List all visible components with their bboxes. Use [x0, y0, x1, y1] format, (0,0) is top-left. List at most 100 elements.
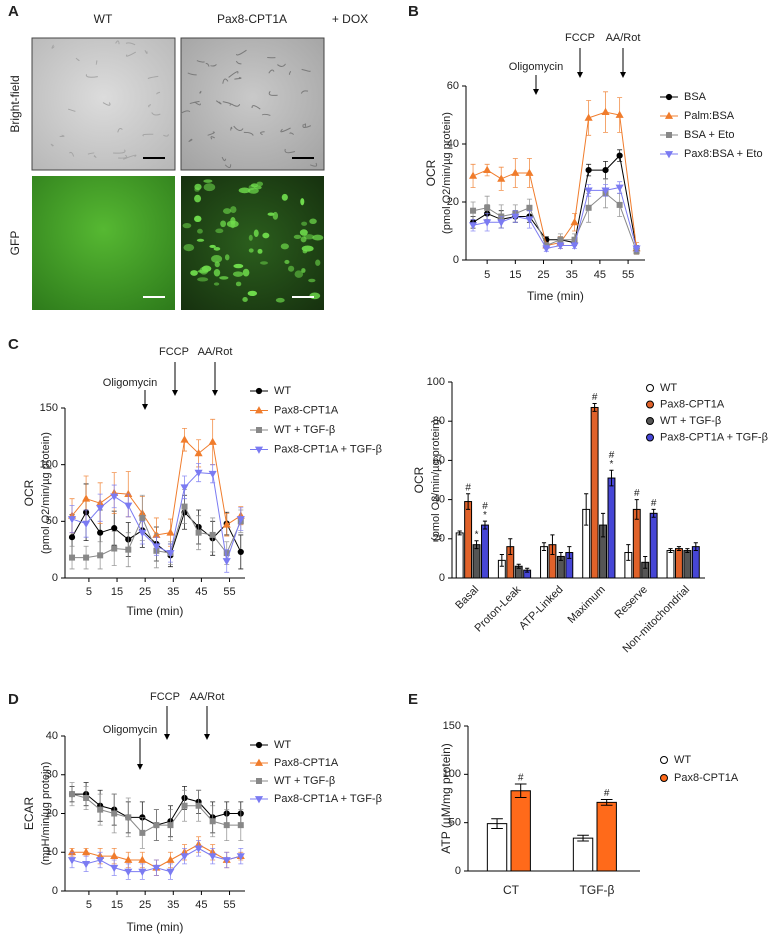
cell	[126, 51, 137, 57]
cell	[222, 101, 232, 106]
x-tick-label: 55	[622, 269, 634, 281]
marker	[615, 110, 624, 118]
legend-marker	[664, 111, 674, 119]
marker	[152, 543, 161, 551]
annotation: Oligomycin	[103, 377, 157, 389]
cell	[302, 249, 308, 254]
cell	[183, 243, 195, 252]
arrow-head	[533, 89, 539, 95]
marker	[166, 868, 175, 876]
y-axis-label: (pmol O2/min/µg protein)	[430, 419, 442, 541]
cell	[203, 179, 213, 183]
marker	[222, 520, 231, 528]
y-axis-label: OCR	[424, 159, 438, 186]
y-tick-label: 20	[447, 196, 459, 208]
significance-mark: #	[482, 501, 488, 512]
panel-letter: E	[408, 691, 418, 708]
cell	[257, 248, 263, 254]
annotation: Oligomycin	[103, 724, 157, 736]
y-tick-label: 50	[449, 817, 461, 829]
cell	[230, 126, 233, 131]
annotation: FCCP	[565, 32, 595, 44]
bar	[607, 477, 616, 579]
marker	[525, 216, 534, 224]
cell	[194, 187, 200, 192]
cell	[180, 110, 191, 114]
y-tick-label: 100	[427, 376, 445, 388]
legend-marker	[255, 741, 263, 749]
cell	[197, 228, 203, 234]
marker	[542, 245, 551, 253]
cell	[219, 276, 229, 280]
x-tick-label: 35	[167, 586, 179, 598]
marker	[181, 802, 188, 809]
error-bar	[592, 403, 597, 412]
micrograph	[31, 37, 176, 171]
cell	[209, 244, 216, 248]
cell	[194, 194, 202, 203]
cell	[188, 138, 193, 142]
marker	[110, 864, 119, 873]
error-bar	[643, 555, 648, 569]
bar	[540, 546, 548, 579]
cell	[213, 246, 221, 251]
x-tick-label: CT	[503, 883, 520, 897]
legend-label: BSA + Eto	[684, 129, 734, 141]
x-tick-label: 5	[86, 899, 92, 911]
cell	[115, 40, 120, 45]
marker	[237, 822, 244, 829]
marker	[584, 113, 593, 121]
marker	[111, 545, 118, 552]
bar	[590, 406, 599, 579]
cell	[289, 132, 295, 135]
marker	[511, 213, 520, 221]
cell	[235, 281, 242, 287]
annotation: AA/Rot	[190, 691, 225, 703]
legend-marker	[646, 417, 654, 425]
significance-mark: #	[592, 392, 598, 403]
marker	[585, 204, 592, 211]
legend-label: Pax8-CPT1A	[660, 398, 725, 410]
legend-marker	[646, 433, 654, 442]
error-bar	[693, 542, 698, 552]
marker	[138, 855, 147, 863]
cell	[50, 143, 54, 147]
cell	[242, 268, 250, 277]
marker	[497, 174, 506, 182]
marker	[97, 552, 104, 559]
marker	[153, 822, 160, 829]
cell	[207, 131, 215, 136]
marker	[110, 851, 119, 860]
marker	[195, 529, 202, 536]
cell	[254, 185, 262, 190]
x-tick-label: Proton-Leak	[473, 583, 524, 634]
y-tick-label: 60	[433, 454, 445, 466]
cell	[268, 91, 278, 96]
marker	[83, 795, 90, 801]
cell	[147, 75, 159, 80]
x-tick-label: 35	[566, 269, 578, 281]
y-tick-label: 40	[433, 494, 445, 506]
marker	[556, 242, 565, 250]
error-bar	[567, 546, 572, 559]
cell	[242, 296, 248, 303]
marker	[97, 806, 104, 813]
cell	[303, 234, 315, 240]
error-bar	[466, 493, 471, 510]
cell	[253, 229, 259, 238]
cell	[194, 215, 202, 223]
marker	[111, 810, 118, 817]
cell	[215, 100, 222, 105]
marker	[194, 449, 203, 457]
panel-letter: B	[408, 3, 419, 20]
cell	[260, 261, 268, 265]
error-bar	[600, 512, 606, 538]
y-tick-label: 100	[443, 768, 461, 780]
marker	[138, 529, 147, 537]
cell	[214, 261, 220, 268]
y-axis-label: (mpH/min/µg protein)	[40, 762, 52, 866]
marker	[236, 853, 245, 861]
cell	[211, 254, 223, 263]
significance-mark: *	[610, 459, 614, 470]
